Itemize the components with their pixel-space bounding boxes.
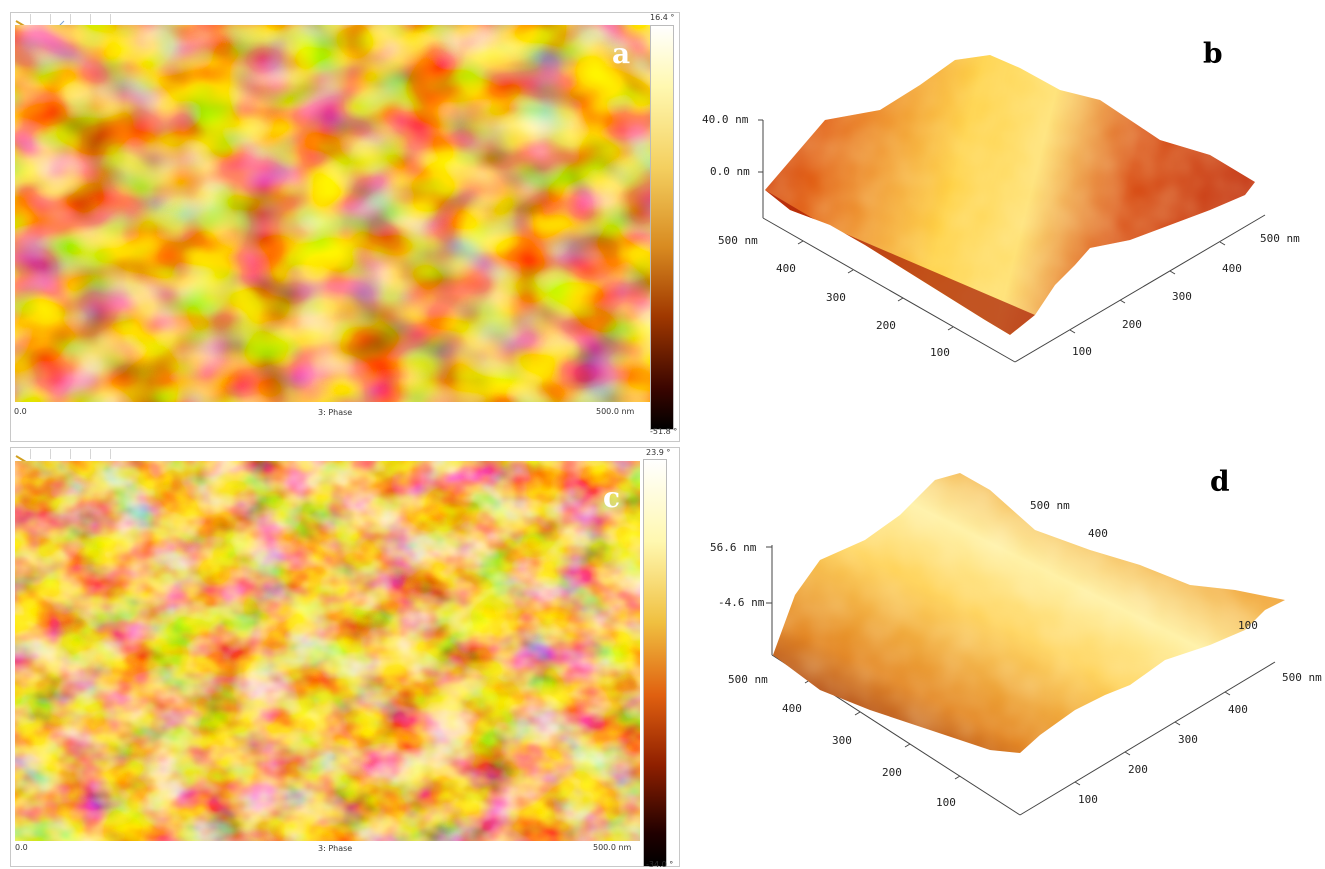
y-tick-label: 100: [930, 346, 950, 359]
z-axis-top-label: 40.0 nm: [702, 113, 749, 126]
zoom-icon[interactable]: [32, 14, 51, 24]
select-icon[interactable]: [72, 14, 91, 24]
y-tick-label: 200: [876, 319, 896, 332]
y-tick-label: 100: [936, 796, 956, 809]
channel-label: 3: Phase: [318, 844, 353, 853]
y-axis-end-label: 500 nm: [718, 234, 758, 247]
back-tick-label: 400: [1088, 527, 1108, 540]
pencil-icon[interactable]: [12, 14, 31, 28]
y-axis-end-label: 500 nm: [728, 673, 768, 686]
panel-letter-b: b: [1203, 37, 1223, 70]
color-scale-bar-a: [650, 25, 674, 430]
pencil-icon[interactable]: [12, 449, 31, 463]
extra-tick-label: 100: [1238, 619, 1258, 632]
x-axis-end-label: 500.0 nm: [596, 407, 635, 416]
z-axis-mid-label: -4.6 nm: [718, 596, 765, 609]
x-axis-end-label: 500 nm: [1282, 671, 1322, 684]
viewer-toolbar: [12, 14, 132, 28]
panel-letter-d: d: [1210, 465, 1230, 498]
phase-image-a: a: [15, 25, 650, 402]
scale-max-label: 16.4 °: [650, 13, 675, 22]
panel-a-phase-image: a 16.4 ° -51.8 ° 0.0 3: Phase 500.0 nm: [0, 0, 690, 445]
x-axis-start-label: 0.0: [15, 843, 28, 852]
phase-texture-c: [15, 461, 640, 841]
y-tick-label: 200: [882, 766, 902, 779]
zoom-icon[interactable]: [32, 449, 51, 459]
viewer-toolbar: [12, 449, 132, 463]
scale-min-label: -34.0 °: [646, 860, 674, 869]
x-axis-start-label: 0.0: [14, 407, 27, 416]
x-tick-label: 200: [1128, 763, 1148, 776]
x-tick-label: 100: [1072, 345, 1092, 358]
topography-3d-d: [766, 473, 1285, 816]
x-tick-label: 300: [1172, 290, 1192, 303]
z-axis-mid-label: 0.0 nm: [710, 165, 750, 178]
x-axis-end-label: 500 nm: [1260, 232, 1300, 245]
panel-letter-a: a: [612, 37, 631, 70]
scale-max-label: 23.9 °: [646, 448, 671, 457]
phase-image-c: c: [15, 461, 640, 841]
back-axis-label: 500 nm: [1030, 499, 1070, 512]
x-axis-end-label: 500.0 nm: [593, 843, 632, 852]
panel-b-3d-topography: 40.0 nm 0.0 nm 500 nm 500 nm 400 300 200…: [690, 0, 1325, 445]
topography-3d-b: [758, 55, 1266, 363]
x-tick-label: 200: [1122, 318, 1142, 331]
x-tick-label: 400: [1222, 262, 1242, 275]
x-tick-label: 300: [1178, 733, 1198, 746]
y-tick-label: 300: [826, 291, 846, 304]
panel-d-3d-topography: 56.6 nm -4.6 nm 500 nm 400 500 nm 500 nm…: [690, 445, 1325, 869]
z-axis-top-label: 56.6 nm: [710, 541, 757, 554]
phase-texture-a: [15, 25, 650, 402]
channel-label: 3: Phase: [318, 408, 353, 417]
y-tick-label: 400: [776, 262, 796, 275]
y-tick-label: 300: [832, 734, 852, 747]
select-icon[interactable]: [72, 449, 91, 459]
line-icon[interactable]: [52, 449, 71, 459]
x-tick-label: 100: [1078, 793, 1098, 806]
line-icon[interactable]: [52, 14, 71, 28]
scale-min-label: -51.8 °: [650, 427, 678, 436]
color-scale-bar-c: [643, 459, 667, 867]
measure-icon[interactable]: [92, 14, 111, 24]
y-tick-label: 400: [782, 702, 802, 715]
x-tick-label: 400: [1228, 703, 1248, 716]
panel-c-phase-image: c 23.9 ° -34.0 ° 0.0 3: Phase 500.0 nm: [0, 445, 690, 869]
measure-icon[interactable]: [92, 449, 111, 459]
panel-letter-c: c: [603, 481, 621, 514]
